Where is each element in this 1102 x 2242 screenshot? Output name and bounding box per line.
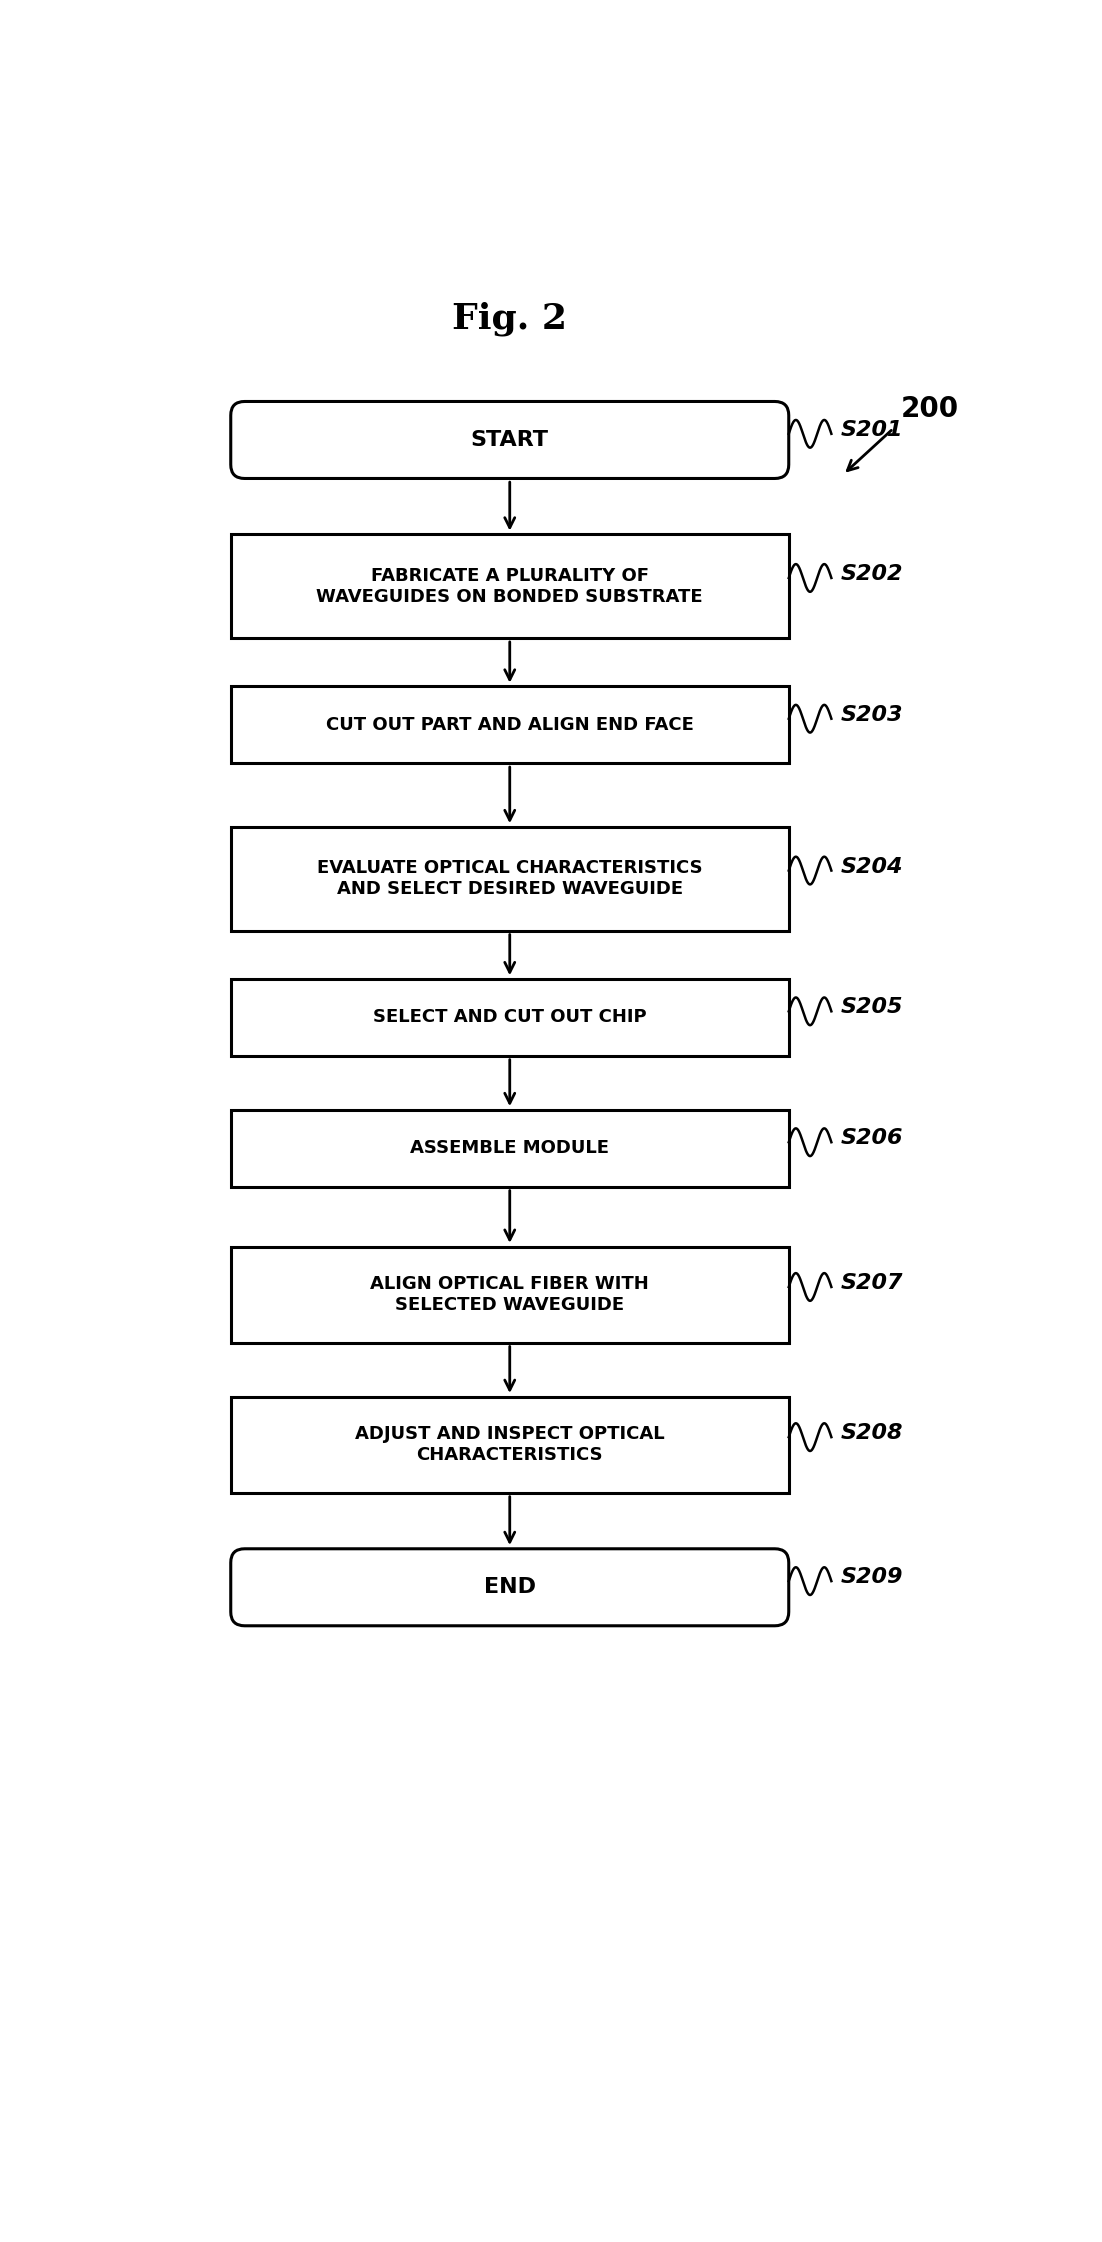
- Text: FABRICATE A PLURALITY OF
WAVEGUIDES ON BONDED SUBSTRATE: FABRICATE A PLURALITY OF WAVEGUIDES ON B…: [316, 567, 703, 605]
- Text: S204: S204: [841, 856, 904, 877]
- Text: 200: 200: [901, 395, 959, 424]
- Text: S207: S207: [841, 1273, 904, 1294]
- Text: ALIGN OPTICAL FIBER WITH
SELECTED WAVEGUIDE: ALIGN OPTICAL FIBER WITH SELECTED WAVEGU…: [370, 1276, 649, 1314]
- Bar: [230, 534, 789, 639]
- Text: S206: S206: [841, 1128, 904, 1148]
- Bar: [230, 1110, 789, 1186]
- Text: CUT OUT PART AND ALIGN END FACE: CUT OUT PART AND ALIGN END FACE: [326, 715, 693, 733]
- Text: S208: S208: [841, 1424, 904, 1444]
- Text: ASSEMBLE MODULE: ASSEMBLE MODULE: [410, 1139, 609, 1157]
- Text: Fig. 2: Fig. 2: [452, 300, 568, 336]
- Text: ADJUST AND INSPECT OPTICAL
CHARACTERISTICS: ADJUST AND INSPECT OPTICAL CHARACTERISTI…: [355, 1426, 665, 1464]
- FancyBboxPatch shape: [230, 401, 789, 478]
- FancyBboxPatch shape: [230, 1549, 789, 1625]
- Text: S209: S209: [841, 1567, 904, 1587]
- Text: S201: S201: [841, 419, 904, 439]
- Text: START: START: [471, 430, 549, 451]
- Bar: [230, 1247, 789, 1343]
- Text: EVALUATE OPTICAL CHARACTERISTICS
AND SELECT DESIRED WAVEGUIDE: EVALUATE OPTICAL CHARACTERISTICS AND SEL…: [317, 859, 703, 899]
- Text: S202: S202: [841, 565, 904, 585]
- Bar: [230, 827, 789, 930]
- Text: S203: S203: [841, 704, 904, 724]
- Text: END: END: [484, 1578, 536, 1596]
- Bar: [230, 1397, 789, 1493]
- Bar: [230, 980, 789, 1056]
- Bar: [230, 686, 789, 762]
- Text: SELECT AND CUT OUT CHIP: SELECT AND CUT OUT CHIP: [372, 1009, 647, 1027]
- Text: S205: S205: [841, 998, 904, 1018]
